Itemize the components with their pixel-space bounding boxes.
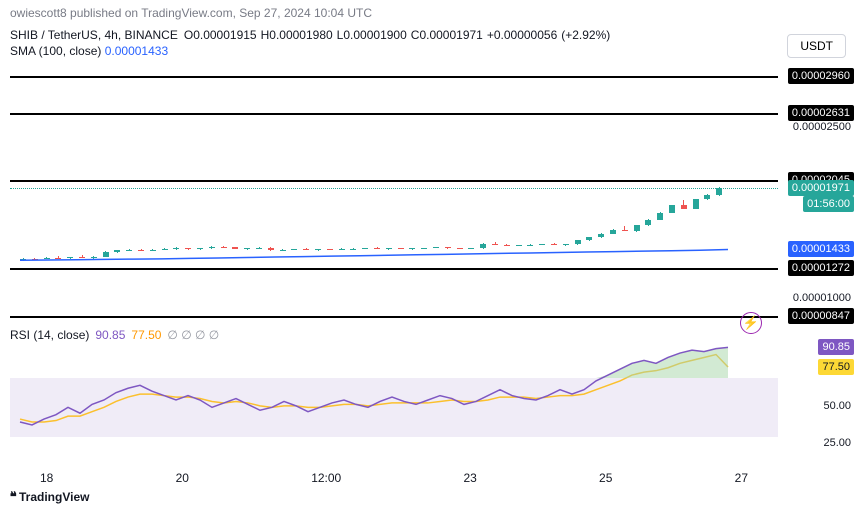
tradingview-logo[interactable]: TradingView [10, 489, 89, 505]
rsi-chart[interactable] [10, 334, 778, 444]
time-axis-tick: 23 [463, 471, 476, 485]
time-axis-tick: 18 [40, 471, 53, 485]
boost-icon[interactable]: ⚡ [740, 312, 762, 334]
sma-indicator-row: SMA (100, close) 0.00001433 [0, 44, 860, 58]
symbol-name[interactable]: SHIB / TetherUS, 4h, BINANCE [10, 28, 178, 42]
symbol-info-row: SHIB / TetherUS, 4h, BINANCE O0.00001915… [0, 26, 860, 44]
chart-wrapper: RSI (14, close) 90.85 77.50 ∅ ∅ ∅ ∅ ⚡ 0.… [0, 76, 860, 467]
time-axis-tick: 27 [735, 471, 748, 485]
sma-value: 0.00001433 [105, 44, 168, 58]
price-axis[interactable]: 0.000029600.000026310.000020450.00001272… [778, 76, 860, 467]
attribution-text: owiescott8 published on TradingView.com,… [0, 0, 860, 26]
sma-label[interactable]: SMA (100, close) [10, 44, 101, 58]
time-axis-tick: 20 [176, 471, 189, 485]
price-chart[interactable] [10, 76, 778, 316]
time-axis-tick: 12:00 [311, 471, 341, 485]
time-axis-tick: 25 [599, 471, 612, 485]
time-axis[interactable]: 18 20 12:00 23 25 27 [10, 471, 778, 485]
ohlc-block: O0.00001915 H0.00001980 L0.00001900 C0.0… [184, 28, 610, 42]
currency-button[interactable]: USDT [787, 34, 846, 58]
